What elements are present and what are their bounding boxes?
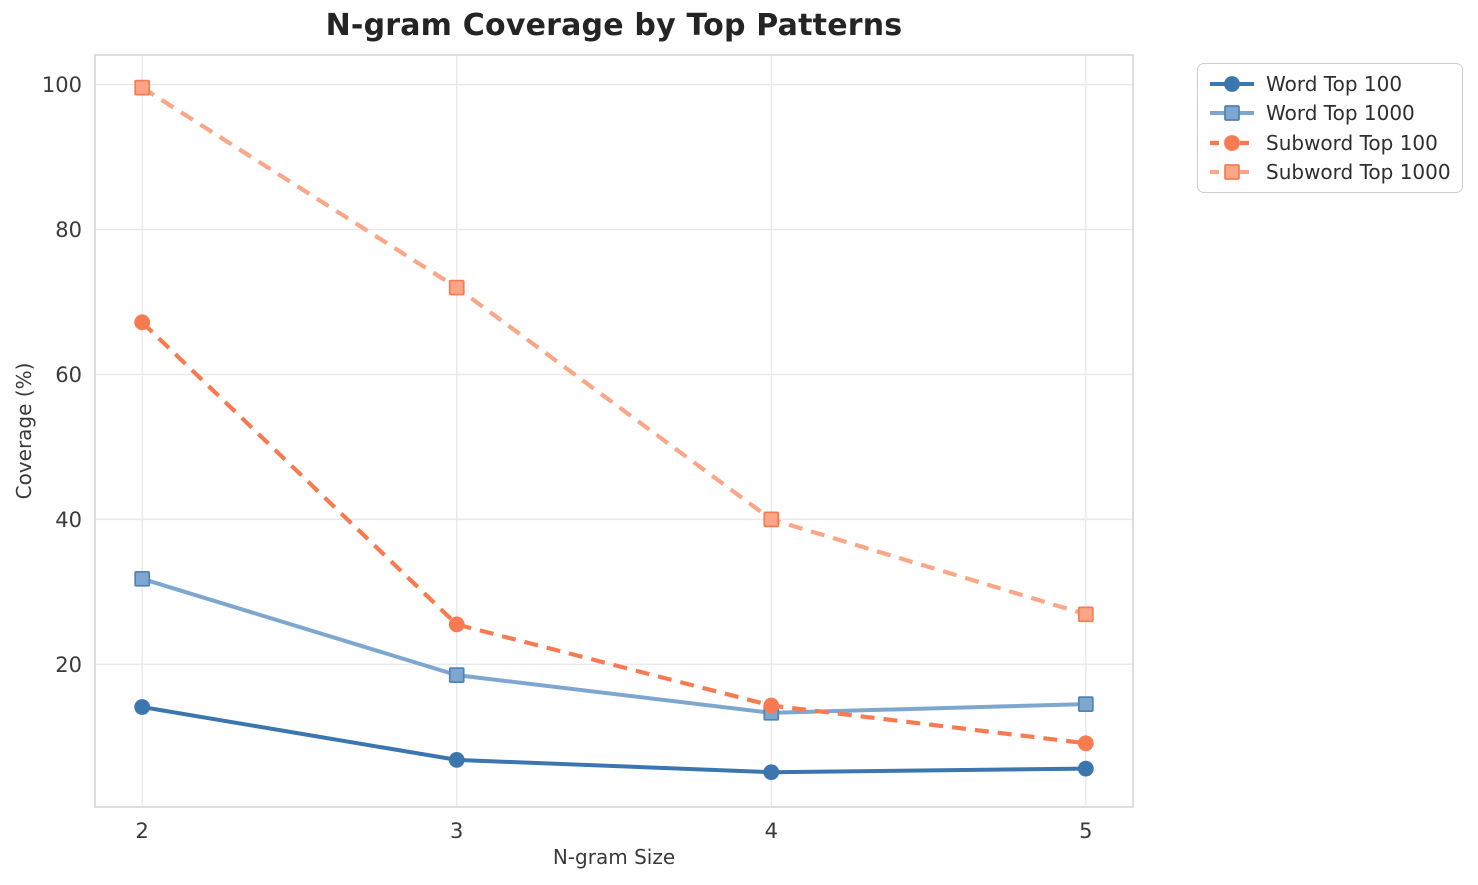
x-axis-label: N-gram Size bbox=[552, 845, 676, 869]
marker-subword-top-100 bbox=[134, 314, 151, 331]
legend-label: Subword Top 1000 bbox=[1266, 160, 1451, 185]
marker-subword-top-1000 bbox=[763, 511, 780, 528]
legend: Word Top 100 Word Top 1000 Subword Top 1… bbox=[1197, 63, 1463, 193]
y-tick-label: 20 bbox=[55, 653, 82, 677]
marker-subword-top-100 bbox=[1077, 735, 1094, 752]
marker-word-top-1000 bbox=[1077, 696, 1094, 712]
marker-subword-top-1000 bbox=[1077, 606, 1094, 623]
y-tick-label: 60 bbox=[55, 363, 82, 387]
legend-marker-subword-top-1000 bbox=[1224, 164, 1240, 181]
x-tick-label: 4 bbox=[765, 819, 778, 843]
marker-subword-top-1000 bbox=[448, 279, 465, 296]
marker-word-top-100 bbox=[763, 764, 780, 781]
y-axis-label: Coverage (%) bbox=[12, 362, 36, 500]
legend-marker-subword-top-100 bbox=[1224, 134, 1240, 151]
legend-item-subword-top-100: Subword Top 100 bbox=[1208, 131, 1452, 155]
y-tick-label: 80 bbox=[55, 218, 82, 242]
marker-word-top-100 bbox=[134, 699, 151, 715]
legend-item-word-top-1000: Word Top 1000 bbox=[1208, 101, 1452, 125]
y-tick-label: 100 bbox=[42, 73, 82, 97]
x-tick-label: 5 bbox=[1079, 819, 1092, 843]
legend-label: Word Top 100 bbox=[1266, 71, 1403, 96]
marker-word-top-100 bbox=[1077, 760, 1094, 777]
x-tick-label: 2 bbox=[135, 819, 148, 843]
marker-word-top-1000 bbox=[448, 667, 465, 683]
marker-subword-top-1000 bbox=[134, 79, 151, 96]
legend-marker-word-top-100 bbox=[1224, 75, 1240, 92]
legend-item-subword-top-1000: Subword Top 1000 bbox=[1208, 160, 1452, 184]
y-tick-label: 40 bbox=[55, 508, 82, 532]
marker-word-top-100 bbox=[448, 752, 465, 768]
marker-subword-top-100 bbox=[448, 616, 465, 633]
legend-marker-word-top-1000 bbox=[1224, 105, 1240, 122]
legend-swatch-subword-top-100-icon bbox=[1210, 134, 1254, 151]
series-line-subword-top-1000 bbox=[141, 85, 1087, 617]
series-line-word-top-100 bbox=[141, 705, 1086, 775]
legend-swatch-word-top-1000-icon bbox=[1210, 105, 1254, 122]
plot-frame bbox=[94, 54, 1134, 808]
legend-label: Word Top 1000 bbox=[1266, 101, 1415, 126]
marker-word-top-1000 bbox=[134, 570, 151, 587]
legend-label: Subword Top 100 bbox=[1266, 130, 1438, 155]
x-tick-label: 3 bbox=[450, 819, 463, 843]
legend-item-word-top-100: Word Top 100 bbox=[1208, 72, 1452, 96]
legend-swatch-word-top-100-icon bbox=[1210, 75, 1254, 92]
chart-title: N-gram Coverage by Top Patterns bbox=[325, 8, 903, 43]
series-line-subword-top-100 bbox=[140, 320, 1087, 746]
marker-subword-top-100 bbox=[763, 697, 780, 714]
series-line-word-top-1000 bbox=[141, 576, 1086, 715]
legend-swatch-subword-top-1000-icon bbox=[1210, 164, 1254, 181]
